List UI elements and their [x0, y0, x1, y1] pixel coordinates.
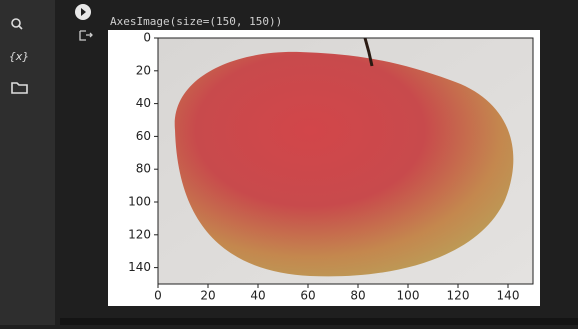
- x-tick-label: 40: [250, 289, 265, 303]
- y-tick-label: 40: [136, 96, 151, 110]
- x-tick-label: 120: [447, 289, 470, 303]
- x-tick-label: 0: [154, 289, 162, 303]
- apple: [175, 52, 514, 277]
- x-tick-label: 80: [350, 289, 365, 303]
- screen: {x} AxesImage(size=(150, 150)) 0 20 40 60 80…: [0, 0, 578, 325]
- bottom-bar: [60, 318, 578, 325]
- output-icon[interactable]: [80, 31, 92, 40]
- y-tick-label: 60: [136, 129, 151, 143]
- x-tick-label: 20: [200, 289, 215, 303]
- x-tick-label: 60: [300, 289, 315, 303]
- y-tick-label: 0: [143, 31, 151, 45]
- y-tick-label: 100: [128, 195, 151, 209]
- axes: [158, 38, 533, 284]
- y-tick-label: 140: [128, 260, 151, 274]
- x-tick-label: 100: [397, 289, 420, 303]
- output-text: AxesImage(size=(150, 150)): [110, 15, 282, 28]
- y-tick-label: 80: [136, 162, 151, 176]
- variables-icon[interactable]: {x}: [9, 50, 30, 63]
- x-tick-label: 140: [497, 289, 520, 303]
- sidebar: [0, 0, 55, 325]
- y-tick-label: 120: [128, 227, 151, 241]
- y-tick-label: 20: [136, 63, 151, 77]
- page: {"sidebar": {"variables_icon": "{x}"}, "…: [0, 0, 578, 325]
